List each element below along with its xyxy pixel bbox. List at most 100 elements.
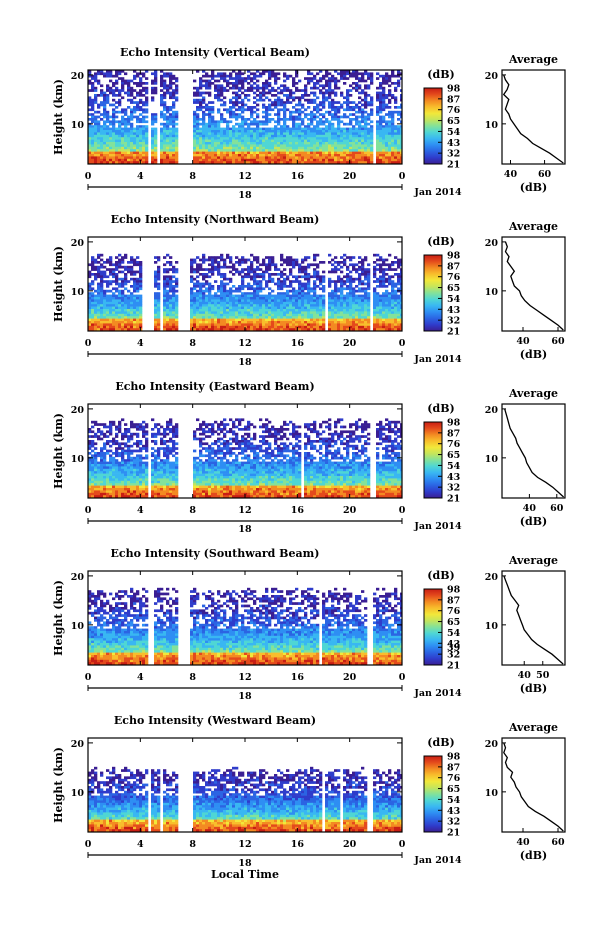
heatmap-cell [331, 316, 335, 319]
heatmap-cell [136, 132, 140, 136]
heatmap-cell [397, 158, 401, 162]
heatmap-cell [91, 261, 95, 264]
heatmap-cell [169, 277, 173, 281]
heatmap-cell [100, 277, 104, 281]
heatmap-cell [175, 294, 179, 298]
heatmap-cell [325, 134, 329, 138]
heatmap-cell [202, 292, 206, 295]
heatmap-cell [232, 328, 236, 331]
heatmap-cell [232, 263, 236, 267]
heatmap-cell [232, 139, 236, 143]
heatmap-cell [214, 316, 218, 319]
heatmap-cell [214, 130, 218, 133]
heatmap-cell [244, 120, 248, 124]
heatmap-cell [214, 299, 218, 303]
heatmap-cell [91, 256, 95, 259]
heatmap-cell [346, 106, 350, 109]
heatmap-cell [109, 146, 113, 150]
heatmap-cell [274, 313, 278, 317]
heatmap-cell [274, 120, 278, 124]
heatmap-cell [160, 158, 164, 162]
heatmap-cell [214, 261, 218, 264]
heatmap-cell [313, 270, 317, 274]
heatmap-cell [364, 110, 368, 114]
heatmap-cell [124, 325, 128, 329]
heatmap-cell [244, 268, 248, 271]
heatmap-cell [199, 101, 203, 104]
heatmap-cell [319, 113, 323, 116]
heatmap-cell [313, 130, 317, 133]
heatmap-cell [322, 115, 326, 119]
heatmap-cell [211, 149, 215, 152]
heatmap-cell [304, 77, 308, 80]
heatmap-cell [127, 301, 131, 305]
heatmap-cell [172, 106, 176, 109]
heatmap-cell [109, 256, 113, 259]
heatmap-cell [280, 154, 284, 157]
heatmap-cell [367, 118, 371, 121]
heatmap-cell [364, 130, 368, 133]
heatmap-cell [283, 103, 287, 107]
heatmap-cell [349, 84, 353, 88]
heatmap-cell [214, 325, 218, 329]
heatmap-cell [379, 142, 383, 145]
heatmap-cell [286, 313, 290, 317]
heatmap-cell [244, 134, 248, 138]
heatmap-cell [328, 94, 332, 97]
heatmap-cell [109, 103, 113, 107]
heatmap-cell [202, 118, 206, 121]
heatmap-cell [214, 258, 218, 262]
heatmap-cell [94, 118, 98, 121]
heatmap-cell [331, 137, 335, 140]
heatmap-cell [214, 125, 218, 128]
heatmap-cell [322, 301, 326, 305]
heatmap-cell [343, 113, 347, 116]
heatmap-cell [115, 139, 119, 143]
heatmap-cell [295, 311, 299, 315]
heatmap-cell [268, 113, 272, 116]
heatmap-cell [280, 285, 284, 288]
heatmap-cell [163, 268, 167, 271]
heatmap-cell [301, 132, 305, 136]
heatmap-cell [328, 149, 332, 152]
heatmap-cell [328, 82, 332, 85]
heatmap-cell [154, 118, 158, 121]
heatmap-cell [304, 156, 308, 160]
heatmap-cell [172, 120, 176, 124]
heatmap-cell [223, 139, 227, 143]
heatmap-cell [310, 149, 314, 152]
heatmap-cell [124, 323, 128, 327]
heatmap-cell [319, 132, 323, 136]
heatmap-cell [262, 139, 266, 143]
heatmap-cell [256, 273, 260, 276]
heatmap-cell [166, 277, 170, 281]
heatmap-cell [271, 158, 275, 162]
heatmap-cell [196, 328, 200, 331]
heatmap-cell [202, 277, 206, 281]
heatmap-cell [232, 106, 236, 109]
heatmap-cell [277, 77, 281, 80]
heatmap-cell [364, 142, 368, 145]
heatmap-cell [103, 309, 107, 312]
heatmap-cell [205, 154, 209, 157]
heatmap-cell [145, 120, 149, 124]
heatmap-cell [121, 130, 125, 133]
heatmap-cell [214, 96, 218, 100]
heatmap-cell [376, 113, 380, 116]
heatmap-cell [331, 74, 335, 78]
heatmap-cell [274, 72, 278, 76]
heatmap-cell [175, 142, 179, 145]
heatmap-cell [331, 292, 335, 295]
heatmap-cell [340, 106, 344, 109]
heatmap-cell [112, 110, 116, 114]
heatmap-cell [268, 118, 272, 121]
heatmap-cell [214, 94, 218, 97]
heatmap-cell [346, 321, 350, 324]
heatmap-cell [319, 149, 323, 152]
heatmap-cell [319, 103, 323, 107]
heatmap-cell [292, 79, 296, 83]
heatmap-cell [163, 161, 167, 164]
heatmap-cell [391, 113, 395, 116]
heatmap-cell [232, 91, 236, 95]
heatmap-cell [115, 306, 119, 310]
